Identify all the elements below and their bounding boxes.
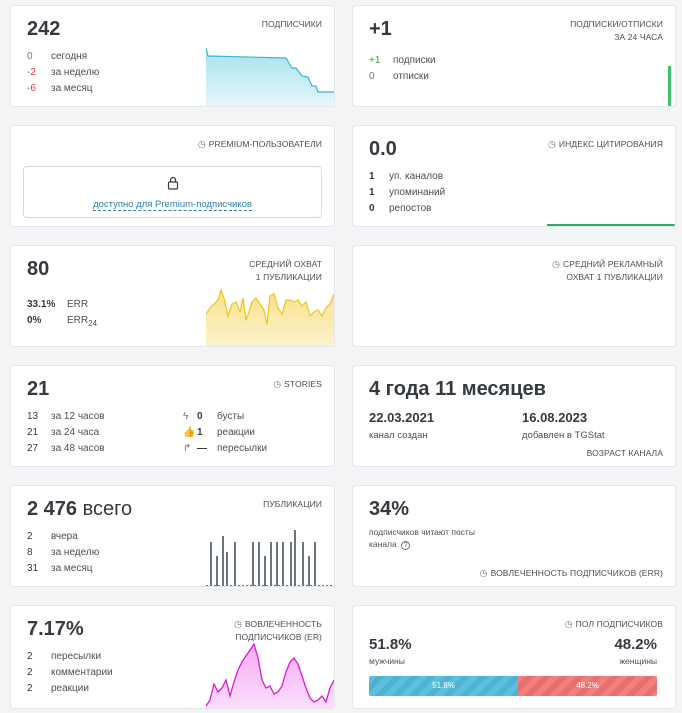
female-pct: 48.2%: [614, 636, 657, 653]
posts-bar-chart: [206, 530, 334, 586]
daily-change-value: +1: [369, 18, 392, 40]
created-label: канал создан: [369, 430, 428, 441]
daily-change-title: ПОДПИСКИ/ОТПИСКИ ЗА 24 ЧАСА: [570, 19, 663, 42]
stat-row: 2 вчера: [27, 531, 78, 542]
channel-age-value: 4 года 11 месяцев: [369, 378, 546, 400]
stat-row: ϟ 0 бусты: [183, 409, 267, 425]
stat-row: 31 за месяц: [27, 563, 93, 574]
channel-age-title: ВОЗРАСТ КАНАЛА: [586, 448, 663, 458]
premium-link[interactable]: доступно для Premium-подписчиков: [93, 199, 252, 211]
stat-row: 1 уп. каналов: [369, 171, 444, 182]
daily-change-card[interactable]: +1 ПОДПИСКИ/ОТПИСКИ ЗА 24 ЧАСА +1 подписки…: [352, 5, 676, 107]
subscribers-count: 242: [27, 18, 61, 40]
stat-row: 0 репостов: [369, 203, 432, 214]
posts-title: ПУБЛИКАЦИИ: [263, 499, 322, 509]
premium-title: ◷ PREMIUM-ПОЛЬЗОВАТЕЛИ: [197, 139, 322, 149]
stat-row: 0 отписки: [369, 71, 429, 82]
lock-icon: [167, 176, 178, 190]
male-pct: 51.8%: [369, 636, 412, 653]
clock-icon: ◷: [552, 259, 560, 269]
stat-row: 33.1% ERR: [27, 299, 89, 310]
share-icon: ↱: [183, 443, 192, 454]
created-date: 22.03.2021: [369, 410, 435, 425]
thumbs-up-icon: 👍: [183, 427, 196, 438]
stat-row: 👍 1 реакции: [183, 425, 267, 441]
stories-count: 21: [27, 378, 50, 400]
clock-icon: ◷: [547, 139, 556, 149]
citation-title: ◷ ИНДЕКС ЦИТИРОВАНИЯ: [547, 139, 663, 149]
stat-row: 0% ERR24: [27, 315, 98, 328]
citation-baseline: [547, 224, 675, 226]
premium-lock-box[interactable]: доступно для Premium-подписчиков: [23, 166, 322, 218]
subscribers-sparkline: [206, 47, 334, 106]
stat-row: ↱ — пересылки: [183, 441, 267, 457]
male-segment: 51.8%: [369, 676, 519, 696]
stories-title: ◷ STORIES: [273, 379, 322, 389]
citation-index: 0.0: [369, 138, 397, 160]
stories-card[interactable]: 21 ◷ STORIES 13 за 12 часов 21 за 24 часа 2…: [10, 365, 335, 467]
engagement-read-value: 34%: [369, 498, 410, 520]
stat-row: 0 сегодня: [27, 51, 88, 62]
engagement-er-value: 7.17%: [27, 618, 84, 640]
stat-row: 8 за неделю: [27, 547, 100, 558]
boost-icon: ϟ: [183, 411, 189, 422]
clock-icon: ◷: [479, 568, 488, 578]
channel-age-card[interactable]: 4 года 11 месяцев 22.03.2021 канал созда…: [352, 365, 676, 467]
posts-card[interactable]: 2 476 всего ПУБЛИКАЦИИ 2 вчера 8 за неделю…: [10, 485, 335, 587]
male-label: мужчины: [369, 656, 405, 666]
stat-row: 27 за 48 часов: [27, 443, 105, 454]
citation-card[interactable]: 0.0 ◷ ИНДЕКС ЦИТИРОВАНИЯ 1 уп. каналов 1 уп…: [352, 125, 676, 227]
gender-bar: 51.8% 48.2%: [369, 676, 657, 696]
gender-title: ◷ ПОЛ ПОДПИСЧИКОВ: [564, 619, 663, 629]
stat-row: +1 подписки: [369, 55, 436, 66]
premium-card[interactable]: ◷ PREMIUM-ПОЛЬЗОВАТЕЛИ доступно для Premi…: [10, 125, 335, 227]
stat-row: 1 упоминаний: [369, 187, 446, 198]
clock-icon: ◷: [234, 619, 243, 629]
added-date: 16.08.2023: [522, 410, 588, 425]
reach-sparkline: [206, 288, 334, 346]
engagement-read-text: подписчиков читают посты канала ?: [369, 527, 475, 550]
reach-card[interactable]: 80 СРЕДНИЙ ОХВАТ 1 ПУБЛИКАЦИИ 33.1% ERR 0%…: [10, 245, 335, 347]
female-segment: 48.2%: [518, 676, 657, 696]
ad-reach-title: ◷ СРЕДНИЙ РЕКЛАМНЫЙ ОХВАТ 1 ПУБЛИКАЦИИ: [552, 259, 663, 282]
engagement-read-title: ◷ ВОВЛЕЧЕННОСТЬ ПОДПИСЧИКОВ (ERR): [479, 568, 663, 578]
stat-row: 2 реакции: [27, 683, 89, 694]
stat-row: -6 за месяц: [27, 83, 93, 94]
subscribers-card[interactable]: 242 ПОДПИСЧИКИ 0 сегодня -2 за неделю -6 за…: [10, 5, 335, 107]
female-label: женщины: [619, 656, 657, 666]
engagement-er-card[interactable]: 7.17% ◷ ВОВЛЕЧЕННОСТЬ ПОДПИСЧИКОВ (ER) 2 пе…: [10, 605, 335, 709]
daily-change-bar: [668, 66, 671, 106]
added-label: добавлен в TGStat: [522, 430, 605, 441]
subscribers-title: ПОДПИСЧИКИ: [261, 19, 322, 29]
reach-value: 80: [27, 258, 50, 280]
stat-row: 13 за 12 часов: [27, 411, 105, 422]
engagement-read-card[interactable]: 34% подписчиков читают посты канала ? ◷ В…: [352, 485, 676, 587]
clock-icon: ◷: [197, 139, 206, 149]
gender-card[interactable]: ◷ ПОЛ ПОДПИСЧИКОВ 51.8% мужчины 48.2% жен…: [352, 605, 676, 709]
stat-row: -2 за неделю: [27, 67, 100, 78]
clock-icon: ◷: [273, 379, 282, 389]
stat-row: 2 пересылки: [27, 651, 102, 662]
posts-count: 2 476 всего: [27, 498, 133, 520]
engagement-er-sparkline: [206, 642, 334, 708]
ad-reach-card[interactable]: ◷ СРЕДНИЙ РЕКЛАМНЫЙ ОХВАТ 1 ПУБЛИКАЦИИ: [352, 245, 676, 347]
stat-row: 21 за 24 часа: [27, 427, 100, 438]
clock-icon: ◷: [564, 619, 573, 629]
engagement-er-title: ◷ ВОВЛЕЧЕННОСТЬ ПОДПИСЧИКОВ (ER): [234, 619, 322, 642]
help-icon[interactable]: ?: [401, 541, 411, 550]
reach-title: СРЕДНИЙ ОХВАТ 1 ПУБЛИКАЦИИ: [249, 259, 322, 282]
stat-row: 2 комментарии: [27, 667, 113, 678]
